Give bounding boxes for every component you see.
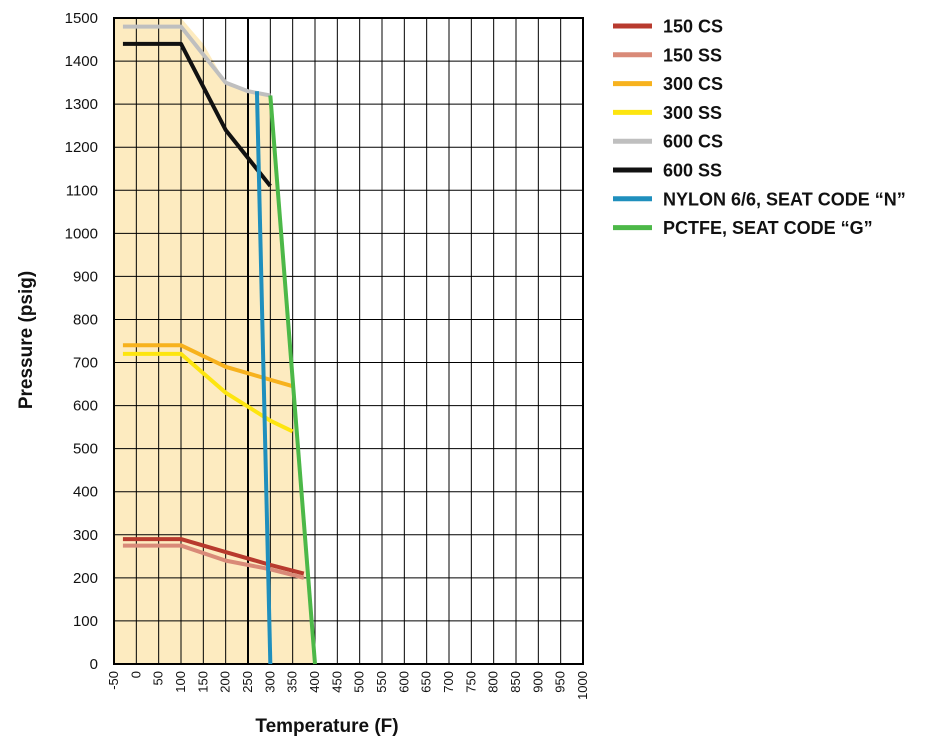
x-tick-label: 0 [128,671,143,678]
y-tick-label: 1400 [65,53,98,70]
x-tick-label: 350 [285,671,300,693]
y-tick-label: 300 [73,527,98,544]
x-tick-label: 300 [262,671,277,693]
y-tick-label: 200 [73,570,98,587]
x-tick-label: 100 [173,671,188,693]
x-tick-label: 500 [352,671,367,693]
x-tick-label: 450 [329,671,344,693]
legend-label: 150 SS [663,45,722,65]
y-tick-label: 1500 [65,10,98,27]
x-axis-title: Temperature (F) [255,716,398,737]
legend-label: NYLON 6/6, SEAT CODE “N” [663,189,906,209]
x-tick-label: 800 [486,671,501,693]
y-axis-title: Pressure (psig) [16,271,37,409]
legend-label: 600 CS [663,132,723,152]
plot-frame [113,17,584,665]
x-tick-label: 650 [419,671,434,693]
series-line-1 [122,543,305,580]
x-tick-label: 550 [374,671,389,693]
x-tick-label: 50 [151,671,166,685]
x-tick-label: 150 [195,671,210,693]
y-tick-label: 800 [73,311,98,328]
x-tick-label: 950 [553,671,568,693]
x-tick-label: 200 [218,671,233,693]
series-layer [122,24,317,665]
x-tick-label: 700 [441,671,456,693]
y-tick-label: 1200 [65,139,98,156]
x-tick-label: 400 [307,671,322,693]
series-line-0 [122,537,305,576]
legend-label: 150 CS [663,17,723,37]
x-tick-label: 1000 [575,671,590,700]
x-tick-label: 750 [463,671,478,693]
x-tick-label: -50 [106,671,121,690]
y-tick-label: 0 [90,656,98,673]
x-tick-label: 600 [396,671,411,693]
legend-label: 300 SS [663,103,722,123]
legend-label: 600 SS [663,161,722,181]
y-tick-label: 1000 [65,225,98,242]
series-line-5 [122,41,272,188]
y-tick-label: 1100 [66,182,98,199]
series-line-2 [122,343,294,389]
y-tick-label: 100 [73,613,98,630]
y-tick-label: 500 [73,441,98,458]
y-tick-label: 1300 [65,96,98,113]
series-line-3 [122,351,294,434]
y-tick-label: 600 [73,398,98,415]
x-tick-label: 900 [530,671,545,693]
legend-label: 300 CS [663,74,723,94]
x-tick-label: 850 [508,671,523,693]
y-tick-label: 400 [73,484,98,501]
legend-label: PCTFE, SEAT CODE “G” [663,218,873,238]
tick-label-layer: 0100200300400500600700800900100011001200… [65,10,590,700]
legend: 150 CS 150 SS 300 CS 300 SS 600 CS 600 SS NYLO… [613,17,906,238]
y-tick-label: 700 [73,355,98,372]
y-tick-label: 900 [73,268,98,285]
series-line-7 [268,95,317,665]
series-line-6 [254,91,273,665]
x-tick-label: 250 [240,671,255,693]
